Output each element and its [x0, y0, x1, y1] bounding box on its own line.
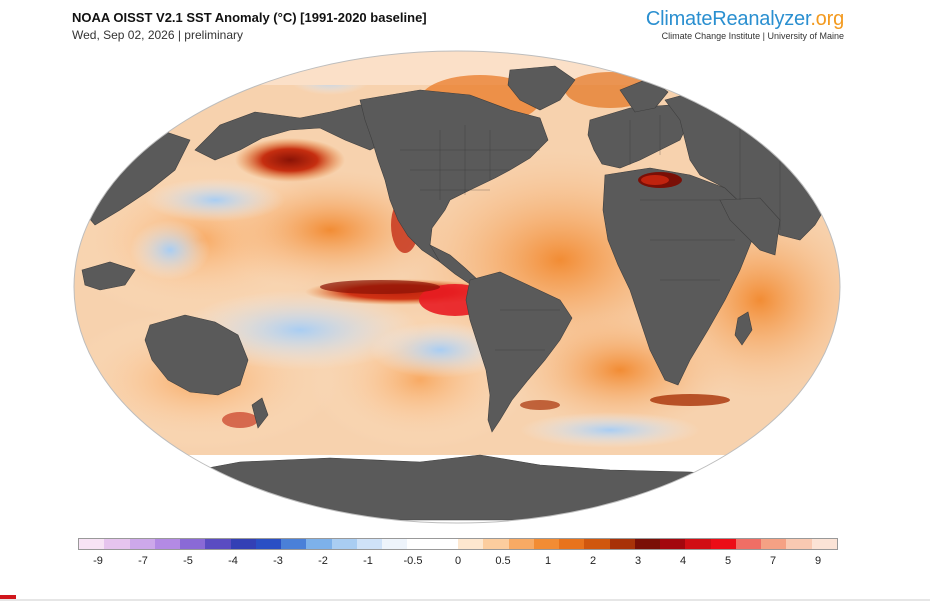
colorbar-cell	[205, 539, 231, 549]
colorbar-cell	[761, 539, 787, 549]
colorbar-tick-label: -2	[318, 555, 328, 567]
colorbar-cell	[685, 539, 711, 549]
colorbar-cell	[786, 539, 812, 549]
land-antarctica	[74, 454, 840, 521]
colorbar-cell	[559, 539, 585, 549]
colorbar-cell	[407, 539, 433, 549]
colorbar-cell	[154, 539, 181, 549]
colorbar-cell	[710, 539, 736, 549]
colorbar-tick-label: 3	[634, 555, 642, 567]
colorbar-cell	[660, 539, 686, 549]
colorbar-tick-label: -3	[273, 555, 283, 567]
colorbar-cell	[129, 539, 155, 549]
colorbar-cell	[306, 539, 332, 549]
colorbar-tick-label: 9	[814, 555, 822, 567]
colorbar-cell	[811, 539, 837, 549]
logo-text-part2: Reanalyzer	[712, 8, 811, 30]
land-australia	[144, 314, 249, 396]
colorbar-cell	[356, 539, 383, 549]
colorbar-tick-label: 2	[589, 555, 597, 567]
colorbar-tick-label: -0.5	[403, 555, 423, 567]
black-sea-core	[641, 175, 669, 185]
colorbar-cell	[230, 539, 256, 549]
land-arabia	[719, 197, 781, 256]
colorbar-cell	[432, 539, 458, 549]
colorbar-tick-label: 5	[724, 555, 732, 567]
land-greenland	[507, 65, 576, 111]
land-south-america	[465, 271, 573, 433]
colorbar-cell	[255, 539, 282, 549]
logo-tagline: Climate Change Institute | University of…	[661, 31, 844, 41]
colorbar-cell	[79, 539, 105, 549]
land-new-zealand	[251, 397, 269, 429]
colorbar-tick-label: 0.5	[495, 555, 511, 567]
land-north-america	[359, 89, 549, 269]
globe-outline	[73, 50, 841, 524]
colorbar-cell	[584, 539, 610, 549]
colorbar-ticks: -9 -7 -5 -4 -3 -2 -1 -0.5 0 0.5 1 2 3 4 5 7 9	[78, 555, 838, 571]
colorbar-tick-label: 4	[679, 555, 687, 567]
colorbar-cell	[331, 539, 357, 549]
colorbar-cell	[609, 539, 635, 549]
climate-reanalyzer-logo[interactable]: ClimateReanalyzer.org	[646, 8, 844, 31]
colorbar-cell	[634, 539, 661, 549]
colorbar-tick-label: -1	[363, 555, 373, 567]
logo-text-part3: .org	[810, 8, 844, 30]
land-madagascar	[734, 311, 753, 346]
colorbar-cell	[104, 539, 130, 549]
colorbar-cell	[508, 539, 534, 549]
colorbar-tick-label: 0	[454, 555, 462, 567]
colorbar-cell	[735, 539, 762, 549]
colorbar-cell	[457, 539, 484, 549]
colorbar-tick-label: -4	[228, 555, 238, 567]
colorbar-cell	[382, 539, 408, 549]
land-indonesia-left	[81, 261, 136, 291]
political-boundaries	[400, 110, 781, 351]
colorbar-tick-label: 7	[769, 555, 777, 567]
anomaly-colorbar	[78, 538, 838, 550]
colorbar-cell	[533, 539, 560, 549]
bottom-divider	[0, 599, 930, 601]
logo-text-part1: Climate	[645, 8, 713, 30]
map-subtitle: Wed, Sep 02, 2026 | preliminary	[72, 28, 243, 42]
colorbar-tick-label: 1	[544, 555, 552, 567]
colorbar-tick-label: -7	[138, 555, 148, 567]
colorbar-tick-label: -9	[93, 555, 103, 567]
colorbar-tick-label: -5	[183, 555, 193, 567]
colorbar-cell	[483, 539, 509, 549]
colorbar-cell	[281, 539, 307, 549]
colorbar-cell	[180, 539, 206, 549]
map-title: NOAA OISST V2.1 SST Anomaly (°C) [1991-2…	[72, 10, 427, 25]
corner-red-mark	[0, 595, 16, 601]
land-europe	[587, 104, 691, 169]
